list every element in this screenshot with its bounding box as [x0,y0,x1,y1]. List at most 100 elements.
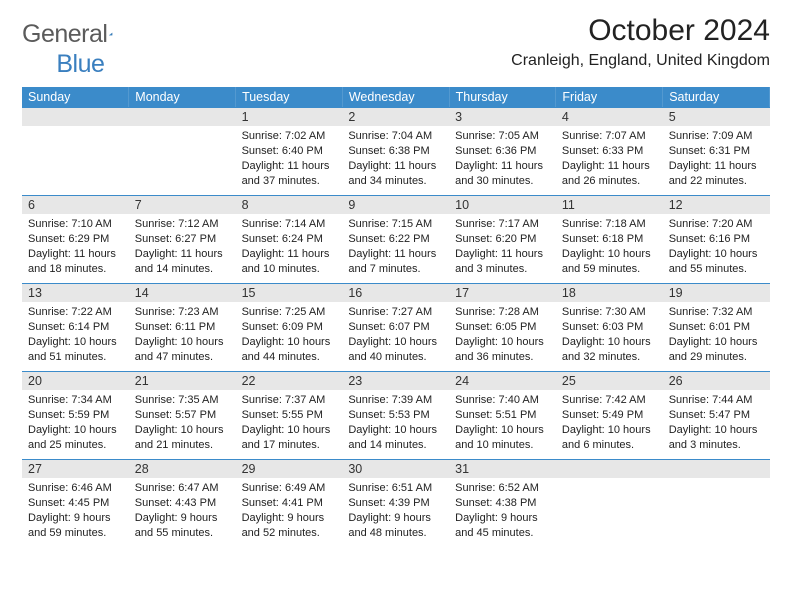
day-details: Sunrise: 7:34 AMSunset: 5:59 PMDaylight:… [22,390,129,456]
sunset-text: Sunset: 4:41 PM [242,496,337,511]
daylight-text: Daylight: 10 hours and 59 minutes. [562,247,657,277]
sunrise-text: Sunrise: 7:18 AM [562,217,657,232]
sunset-text: Sunset: 6:27 PM [135,232,230,247]
calendar-body: 1Sunrise: 7:02 AMSunset: 6:40 PMDaylight… [22,107,770,547]
calendar-day-cell: 25Sunrise: 7:42 AMSunset: 5:49 PMDayligh… [556,371,663,459]
sunrise-text: Sunrise: 7:12 AM [135,217,230,232]
day-number [556,459,663,478]
calendar-day-cell: 8Sunrise: 7:14 AMSunset: 6:24 PMDaylight… [236,195,343,283]
sunset-text: Sunset: 5:59 PM [28,408,123,423]
sunrise-text: Sunrise: 6:52 AM [455,481,550,496]
daylight-text: Daylight: 9 hours and 55 minutes. [135,511,230,541]
day-details: Sunrise: 7:35 AMSunset: 5:57 PMDaylight:… [129,390,236,456]
sunset-text: Sunset: 4:43 PM [135,496,230,511]
calendar-empty-cell [663,459,770,547]
weekday-row: SundayMondayTuesdayWednesdayThursdayFrid… [22,87,770,107]
day-details: Sunrise: 7:02 AMSunset: 6:40 PMDaylight:… [236,126,343,192]
calendar-day-cell: 12Sunrise: 7:20 AMSunset: 6:16 PMDayligh… [663,195,770,283]
sunset-text: Sunset: 6:38 PM [348,144,443,159]
weekday-header: Sunday [22,87,129,107]
calendar-week-row: 20Sunrise: 7:34 AMSunset: 5:59 PMDayligh… [22,371,770,459]
calendar-day-cell: 30Sunrise: 6:51 AMSunset: 4:39 PMDayligh… [342,459,449,547]
day-details: Sunrise: 6:46 AMSunset: 4:45 PMDaylight:… [22,478,129,544]
day-number: 3 [449,107,556,126]
day-details: Sunrise: 7:37 AMSunset: 5:55 PMDaylight:… [236,390,343,456]
sunrise-text: Sunrise: 7:30 AM [562,305,657,320]
weekday-header: Wednesday [342,87,449,107]
daylight-text: Daylight: 11 hours and 26 minutes. [562,159,657,189]
daylight-text: Daylight: 9 hours and 48 minutes. [348,511,443,541]
day-details: Sunrise: 7:05 AMSunset: 6:36 PMDaylight:… [449,126,556,192]
sunset-text: Sunset: 6:29 PM [28,232,123,247]
calendar-day-cell: 31Sunrise: 6:52 AMSunset: 4:38 PMDayligh… [449,459,556,547]
day-details: Sunrise: 7:27 AMSunset: 6:07 PMDaylight:… [342,302,449,368]
sunset-text: Sunset: 6:24 PM [242,232,337,247]
daylight-text: Daylight: 11 hours and 18 minutes. [28,247,123,277]
sunrise-text: Sunrise: 7:05 AM [455,129,550,144]
sunset-text: Sunset: 5:49 PM [562,408,657,423]
calendar-day-cell: 5Sunrise: 7:09 AMSunset: 6:31 PMDaylight… [663,107,770,195]
daylight-text: Daylight: 10 hours and 40 minutes. [348,335,443,365]
month-title: October 2024 [511,14,770,48]
calendar-day-cell: 7Sunrise: 7:12 AMSunset: 6:27 PMDaylight… [129,195,236,283]
sunrise-text: Sunrise: 7:40 AM [455,393,550,408]
daylight-text: Daylight: 9 hours and 59 minutes. [28,511,123,541]
calendar-head: SundayMondayTuesdayWednesdayThursdayFrid… [22,87,770,107]
day-details: Sunrise: 7:18 AMSunset: 6:18 PMDaylight:… [556,214,663,280]
calendar-empty-cell [556,459,663,547]
sunset-text: Sunset: 6:16 PM [669,232,764,247]
daylight-text: Daylight: 10 hours and 6 minutes. [562,423,657,453]
sunrise-text: Sunrise: 7:35 AM [135,393,230,408]
sunset-text: Sunset: 6:05 PM [455,320,550,335]
calendar-day-cell: 22Sunrise: 7:37 AMSunset: 5:55 PMDayligh… [236,371,343,459]
calendar-day-cell: 3Sunrise: 7:05 AMSunset: 6:36 PMDaylight… [449,107,556,195]
calendar-week-row: 1Sunrise: 7:02 AMSunset: 6:40 PMDaylight… [22,107,770,195]
weekday-header: Monday [129,87,236,107]
day-number [129,107,236,126]
brand-sail-icon [109,24,113,44]
daylight-text: Daylight: 10 hours and 14 minutes. [348,423,443,453]
sunrise-text: Sunrise: 7:07 AM [562,129,657,144]
day-number: 10 [449,195,556,214]
sunrise-text: Sunrise: 7:15 AM [348,217,443,232]
page: General October 2024 Cranleigh, England,… [0,0,792,557]
day-number: 22 [236,371,343,390]
sunrise-text: Sunrise: 7:34 AM [28,393,123,408]
calendar-week-row: 13Sunrise: 7:22 AMSunset: 6:14 PMDayligh… [22,283,770,371]
calendar-day-cell: 19Sunrise: 7:32 AMSunset: 6:01 PMDayligh… [663,283,770,371]
day-details: Sunrise: 7:04 AMSunset: 6:38 PMDaylight:… [342,126,449,192]
day-number: 11 [556,195,663,214]
sunset-text: Sunset: 6:07 PM [348,320,443,335]
day-number: 14 [129,283,236,302]
sunset-text: Sunset: 6:18 PM [562,232,657,247]
sunrise-text: Sunrise: 7:32 AM [669,305,764,320]
weekday-header: Thursday [449,87,556,107]
daylight-text: Daylight: 10 hours and 47 minutes. [135,335,230,365]
sunrise-text: Sunrise: 6:51 AM [348,481,443,496]
sunrise-text: Sunrise: 7:10 AM [28,217,123,232]
day-details: Sunrise: 7:15 AMSunset: 6:22 PMDaylight:… [342,214,449,280]
sunset-text: Sunset: 6:03 PM [562,320,657,335]
sunset-text: Sunset: 4:39 PM [348,496,443,511]
daylight-text: Daylight: 10 hours and 32 minutes. [562,335,657,365]
day-number [663,459,770,478]
daylight-text: Daylight: 10 hours and 17 minutes. [242,423,337,453]
day-number: 6 [22,195,129,214]
sunset-text: Sunset: 6:31 PM [669,144,764,159]
day-details: Sunrise: 7:32 AMSunset: 6:01 PMDaylight:… [663,302,770,368]
sunrise-text: Sunrise: 7:17 AM [455,217,550,232]
daylight-text: Daylight: 10 hours and 25 minutes. [28,423,123,453]
day-details: Sunrise: 7:14 AMSunset: 6:24 PMDaylight:… [236,214,343,280]
day-details: Sunrise: 7:10 AMSunset: 6:29 PMDaylight:… [22,214,129,280]
day-number: 25 [556,371,663,390]
day-details: Sunrise: 7:39 AMSunset: 5:53 PMDaylight:… [342,390,449,456]
calendar-day-cell: 11Sunrise: 7:18 AMSunset: 6:18 PMDayligh… [556,195,663,283]
day-number: 27 [22,459,129,478]
daylight-text: Daylight: 11 hours and 3 minutes. [455,247,550,277]
day-details: Sunrise: 6:52 AMSunset: 4:38 PMDaylight:… [449,478,556,544]
calendar-day-cell: 26Sunrise: 7:44 AMSunset: 5:47 PMDayligh… [663,371,770,459]
day-number: 2 [342,107,449,126]
day-details: Sunrise: 7:17 AMSunset: 6:20 PMDaylight:… [449,214,556,280]
sunset-text: Sunset: 6:01 PM [669,320,764,335]
daylight-text: Daylight: 11 hours and 10 minutes. [242,247,337,277]
